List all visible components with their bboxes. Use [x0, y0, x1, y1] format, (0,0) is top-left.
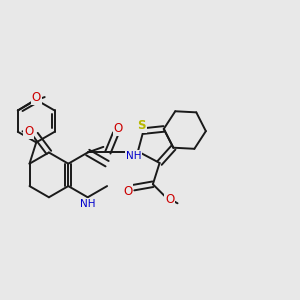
Text: O: O: [123, 185, 132, 198]
Text: NH: NH: [80, 199, 95, 209]
Text: NH: NH: [126, 151, 141, 160]
Text: O: O: [32, 91, 41, 104]
Text: S: S: [137, 119, 146, 132]
Text: O: O: [165, 193, 175, 206]
Text: O: O: [24, 125, 33, 138]
Text: O: O: [114, 122, 123, 135]
